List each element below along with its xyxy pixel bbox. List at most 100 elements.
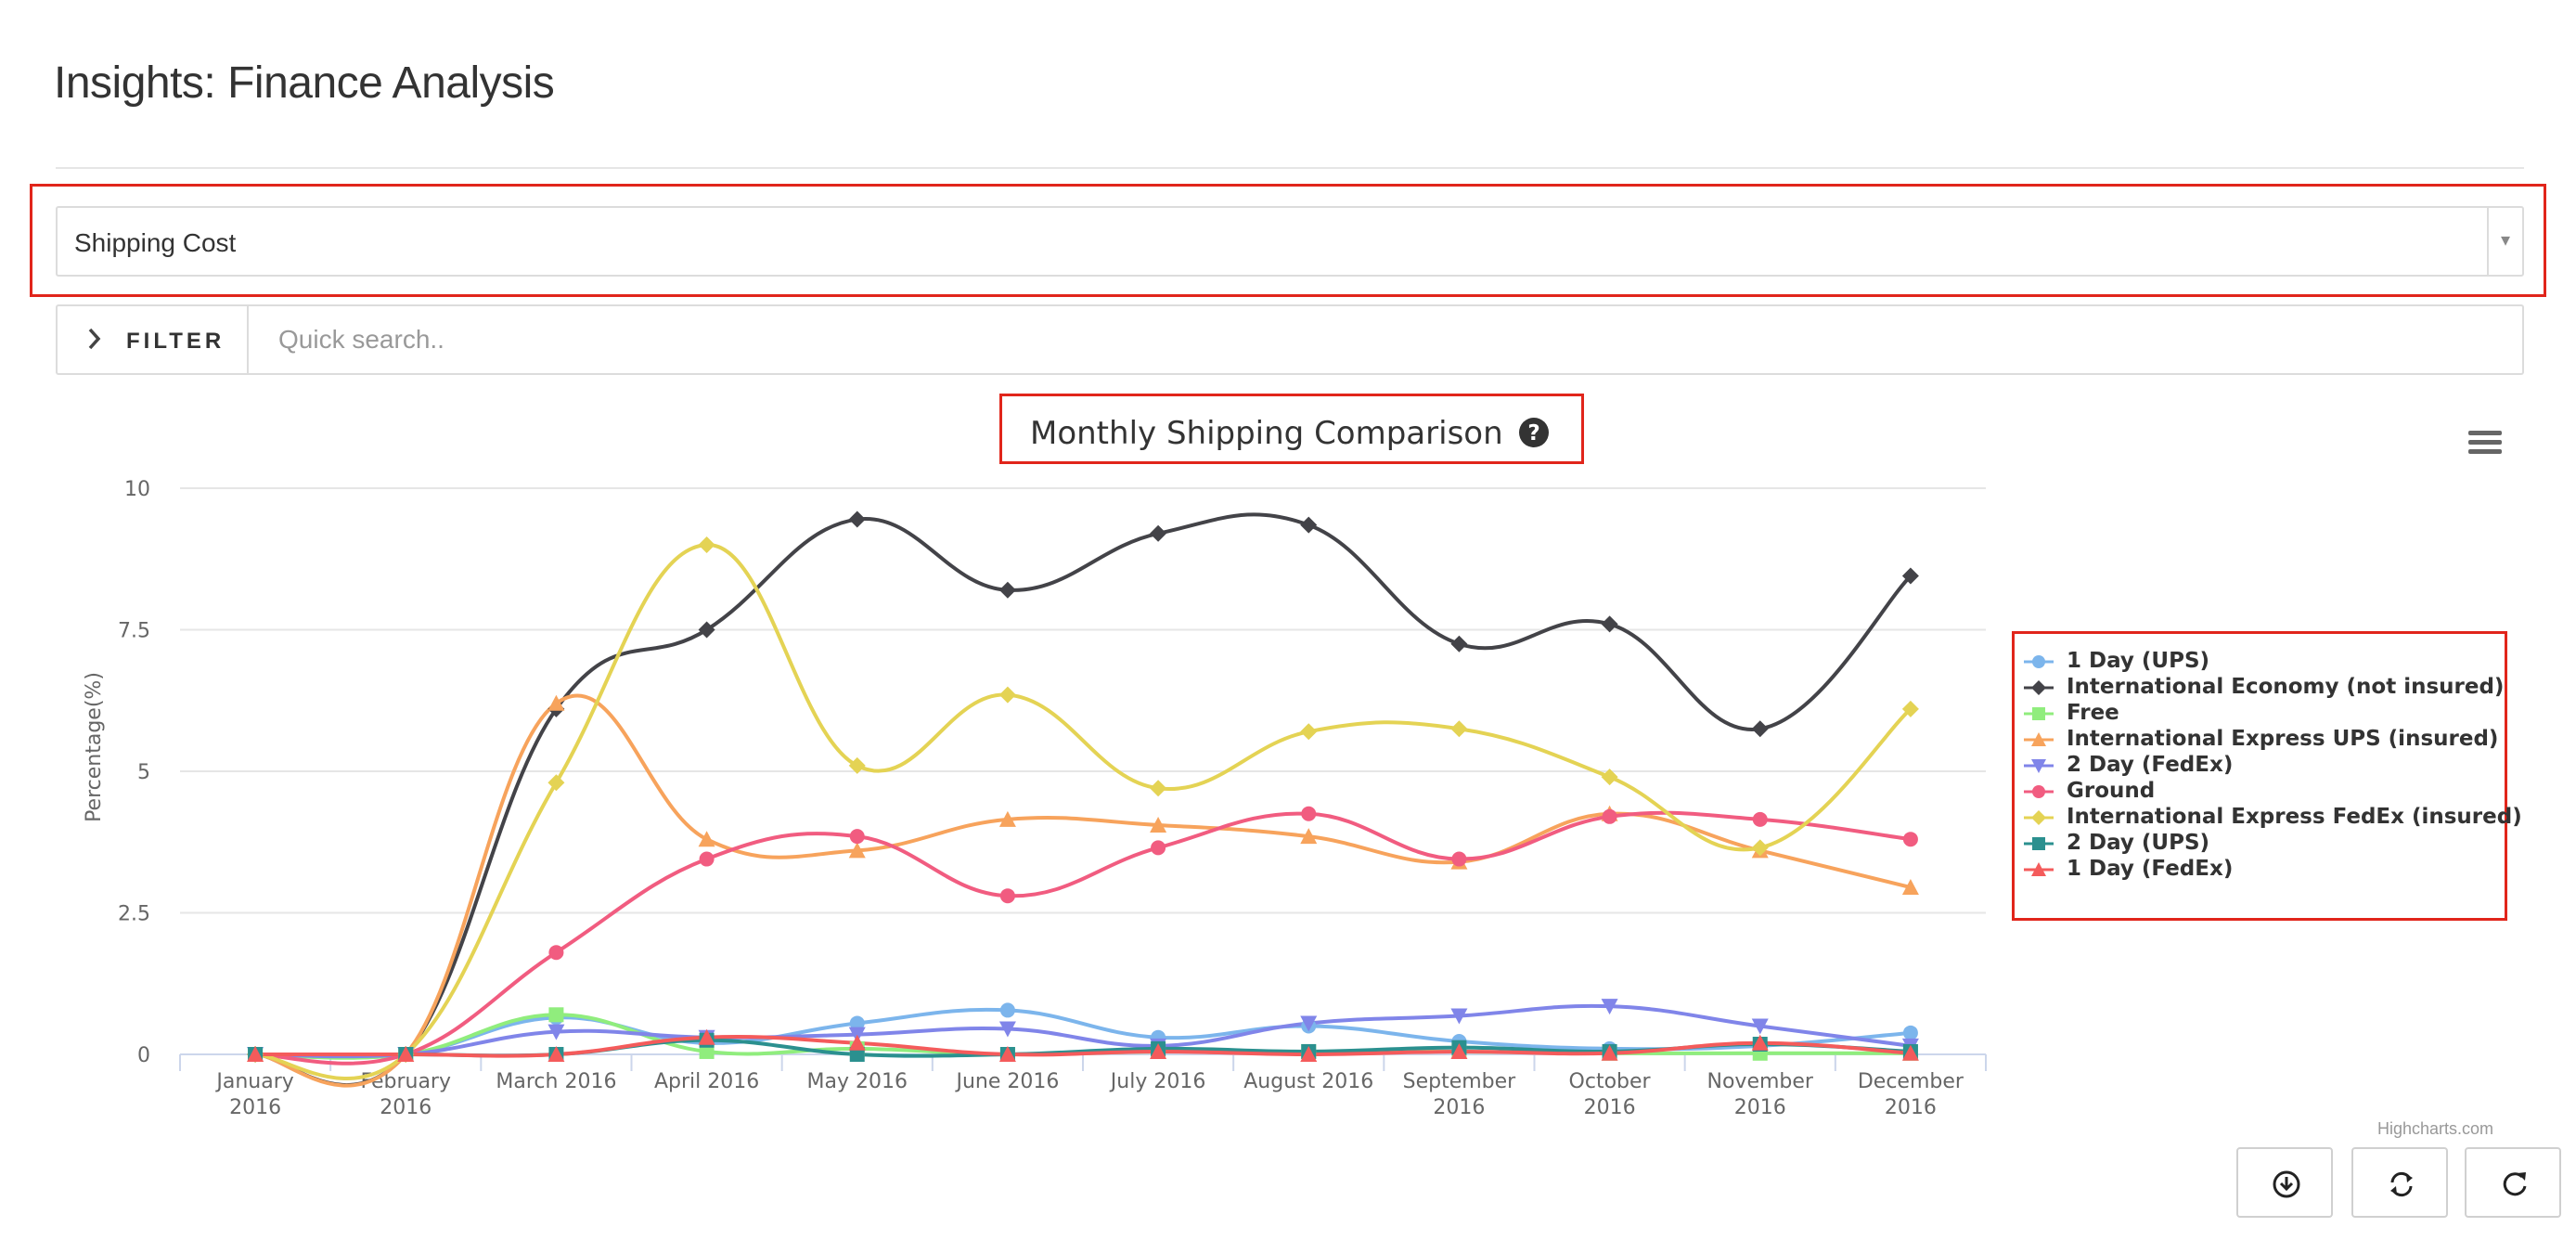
x-tick-label: January 2016 xyxy=(214,1070,293,1119)
x-tick-label-line: September xyxy=(1403,1070,1517,1093)
data-point xyxy=(848,842,866,859)
data-point xyxy=(1901,700,1919,717)
legend-symbol xyxy=(2024,680,2054,695)
legend-marker xyxy=(2031,759,2046,773)
x-tick-label: July 2016 xyxy=(1109,1070,1206,1093)
data-point xyxy=(1752,811,1768,827)
legend-label: 1 Day (FedEx) xyxy=(2067,857,2234,881)
y-tick-label: 2.5 xyxy=(118,903,150,926)
legend-symbol xyxy=(2024,759,2054,773)
data-point xyxy=(547,694,565,711)
filter-label: FILTER xyxy=(126,329,225,354)
series-line xyxy=(253,1007,1913,1060)
y-tick-label: 7.5 xyxy=(118,620,150,643)
x-tick-label: June 2016 xyxy=(954,1070,1059,1093)
data-point xyxy=(1301,806,1317,821)
y-tick-label: 10 xyxy=(124,478,150,501)
data-point xyxy=(848,756,866,774)
legend-symbol xyxy=(2024,810,2054,825)
x-tick-label: October 2016 xyxy=(1569,1070,1652,1119)
title-divider xyxy=(56,167,2524,169)
x-tick-label-line: August 2016 xyxy=(1243,1070,1373,1093)
series-line xyxy=(253,1035,1913,1058)
data-point xyxy=(1451,851,1467,867)
filter-button[interactable]: FILTER xyxy=(58,306,249,373)
data-point xyxy=(1902,832,1918,847)
data-point xyxy=(1601,1044,1618,1061)
y-tick-label: 0 xyxy=(137,1044,150,1067)
legend-symbol xyxy=(2024,707,2054,720)
x-tick-label: February 2016 xyxy=(361,1070,452,1119)
x-tick-label: April 2016 xyxy=(654,1070,759,1093)
data-point xyxy=(998,581,1016,599)
chart-legend: 1 Day (UPS) International Economy (not in… xyxy=(2012,631,2522,921)
x-tick-label-line: 2016 xyxy=(1734,1096,1786,1119)
page-title: Insights: Finance Analysis xyxy=(54,58,555,108)
legend-marker xyxy=(2031,810,2046,825)
metric-select-highlight xyxy=(30,184,2546,297)
data-point xyxy=(1901,1044,1919,1061)
legend-label: 2 Day (UPS) xyxy=(2067,831,2210,855)
data-point xyxy=(998,686,1016,704)
x-tick-label-line: 2016 xyxy=(1433,1096,1485,1119)
x-tick-label-line: October xyxy=(1569,1070,1652,1093)
data-point xyxy=(1150,816,1167,833)
legend-symbol xyxy=(2024,732,2054,746)
legend-label: International Economy (not insured) xyxy=(2067,675,2505,699)
svg-text:?: ? xyxy=(1527,421,1539,446)
y-tick-label: 5 xyxy=(137,761,150,784)
metric-select[interactable]: Shipping Cost ▾ xyxy=(56,206,2524,277)
data-point xyxy=(1450,1008,1468,1025)
x-tick-label-line: 2016 xyxy=(1885,1096,1937,1119)
data-point xyxy=(699,1043,715,1059)
x-tick-label-line: 2016 xyxy=(380,1096,431,1119)
download-circle-icon xyxy=(2273,1170,2300,1198)
legend-marker xyxy=(2031,862,2046,876)
data-point xyxy=(1751,720,1769,738)
data-point xyxy=(998,1046,1016,1062)
x-tick-label-line: January xyxy=(214,1070,293,1093)
x-tick-label-line: November xyxy=(1707,1070,1814,1093)
reload-button[interactable] xyxy=(2465,1147,2561,1218)
data-point xyxy=(1450,1042,1468,1059)
x-tick-label-line: December xyxy=(1858,1070,1964,1093)
legend-label: 1 Day (UPS) xyxy=(2067,649,2210,673)
chart-title-box: Monthly Shipping Comparison ? xyxy=(999,394,1584,464)
chart-series xyxy=(253,512,1913,1088)
data-point xyxy=(1300,516,1318,534)
legend-label: Ground xyxy=(2067,779,2156,803)
legend-marker xyxy=(2032,785,2045,798)
download-button[interactable] xyxy=(2236,1147,2333,1218)
data-point xyxy=(698,621,715,639)
refresh-button[interactable] xyxy=(2351,1147,2448,1218)
hamburger-menu-icon[interactable] xyxy=(2468,429,2502,457)
data-point xyxy=(548,1007,564,1023)
quick-search-input[interactable] xyxy=(251,306,2520,373)
data-point xyxy=(1751,1018,1769,1035)
legend-marker xyxy=(2032,707,2045,720)
question-circle-icon[interactable]: ? xyxy=(1518,417,1550,448)
data-point xyxy=(547,774,565,792)
legend-label: Free xyxy=(2067,701,2119,725)
data-point xyxy=(848,510,866,528)
legend-symbol xyxy=(2024,785,2054,798)
legend-symbol xyxy=(2024,655,2054,668)
x-tick-label: November 2016 xyxy=(1707,1070,1814,1119)
data-point xyxy=(1300,1046,1318,1062)
x-tick-label: March 2016 xyxy=(496,1070,616,1093)
legend-symbol xyxy=(2024,837,2054,850)
data-point xyxy=(998,1021,1016,1038)
data-point xyxy=(848,1034,866,1051)
highcharts-credits[interactable]: Highcharts.com xyxy=(2377,1119,2494,1138)
data-point xyxy=(1450,635,1468,652)
triangle-down-icon[interactable]: ▾ xyxy=(2500,230,2511,251)
filter-bar: FILTER xyxy=(56,304,2524,375)
data-point xyxy=(849,1047,865,1062)
data-point xyxy=(1150,1042,1167,1059)
data-point xyxy=(1901,567,1919,585)
data-point xyxy=(1300,723,1318,741)
data-point xyxy=(1601,999,1618,1015)
series-line xyxy=(253,1003,1913,1059)
